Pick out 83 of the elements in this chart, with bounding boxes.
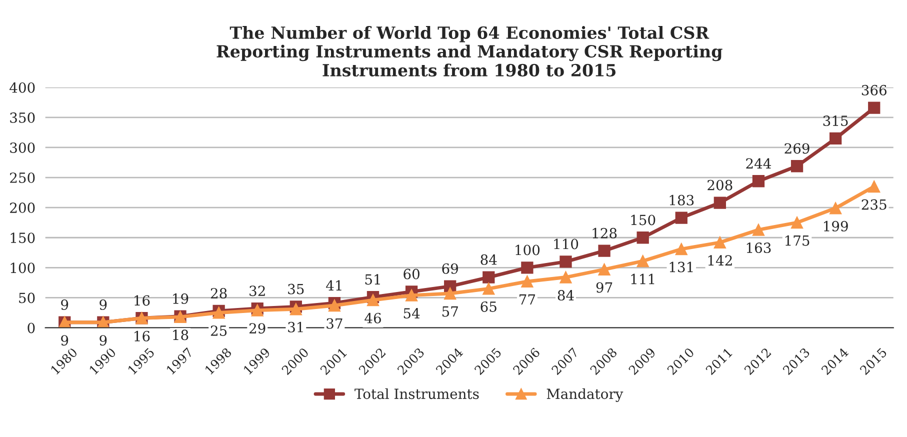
data-label: 37 [326,318,342,329]
data-label: 110 [554,238,578,250]
point [598,263,610,276]
data-label: 29 [249,323,266,334]
legend-label: Total Instruments [354,388,479,400]
data-label: 150 [631,214,656,226]
y-tick-label: 50 [19,292,35,304]
data-label: 199 [824,220,848,232]
point [675,242,688,256]
data-label: 100 [516,244,540,256]
point [366,294,380,306]
data-label: 163 [746,242,771,254]
data-label: 269 [784,143,810,154]
point [790,216,804,229]
legend-label: Mandatory [546,388,624,402]
data-label: 46 [364,312,381,324]
data-label: 25 [210,325,227,336]
point [714,236,726,248]
point [290,303,302,316]
point [598,244,610,257]
data-label: 28 [210,288,227,299]
data-label: 35 [288,284,304,294]
point [444,287,456,300]
point [560,271,572,284]
point [521,262,534,274]
data-label: 32 [250,286,265,296]
point [482,282,495,295]
point [482,271,495,284]
data-label: 9 [61,299,68,310]
data-label: 97 [596,282,612,293]
point [405,289,418,302]
point [636,254,649,268]
data-label: 84 [558,290,574,301]
data-label: 84 [480,254,497,265]
data-label: 16 [134,330,150,342]
y-tick-label: 100 [10,262,35,274]
data-label: 128 [592,228,617,238]
y-tick-label: 0 [28,322,35,334]
y-tick-label: 300 [10,142,35,153]
data-label: 18 [173,330,188,340]
data-label: 244 [746,158,772,169]
point [714,196,726,209]
data-label: 9 [100,299,107,310]
point [790,160,804,172]
y-tick-label: 150 [10,232,35,244]
data-label: 60 [404,268,420,280]
point [830,132,842,145]
data-label: 235 [862,199,886,210]
data-label: 31 [288,322,303,332]
data-label: 366 [862,84,886,96]
point [675,212,688,224]
y-tick-label: 350 [10,112,35,123]
data-label: 54 [404,308,420,319]
y-tick-label: 250 [10,172,35,184]
data-label: 131 [670,262,693,272]
chart-title: The Number of World Top 64 Economies' Total CSR Reporting Instruments and Mandatory CSR Reporting Instruments from 1980 to 2015 [216,26,722,77]
data-label: 16 [134,295,150,306]
point [752,224,765,236]
data-label: 9 [61,335,68,346]
point [560,256,572,268]
y-tick-label: 400 [10,82,35,93]
data-label: 51 [365,274,380,285]
data-label: 315 [823,116,848,126]
data-label: 208 [708,180,732,190]
data-label: 57 [442,306,458,317]
data-label: 183 [670,194,694,206]
data-label: 175 [785,235,810,246]
point [636,232,649,244]
point [868,180,880,193]
y-tick-label: 200 [10,202,35,214]
point [830,202,842,214]
data-label: 9 [100,335,107,346]
data-label: 77 [520,294,536,305]
data-label: 19 [173,293,188,304]
data-label: 111 [631,274,654,284]
data-label: 69 [442,263,458,274]
point [868,102,880,114]
data-label: 142 [708,255,732,266]
point [328,299,341,312]
point [521,275,534,288]
point [752,175,765,188]
data-label: 41 [326,280,342,291]
data-label: 65 [480,301,496,312]
